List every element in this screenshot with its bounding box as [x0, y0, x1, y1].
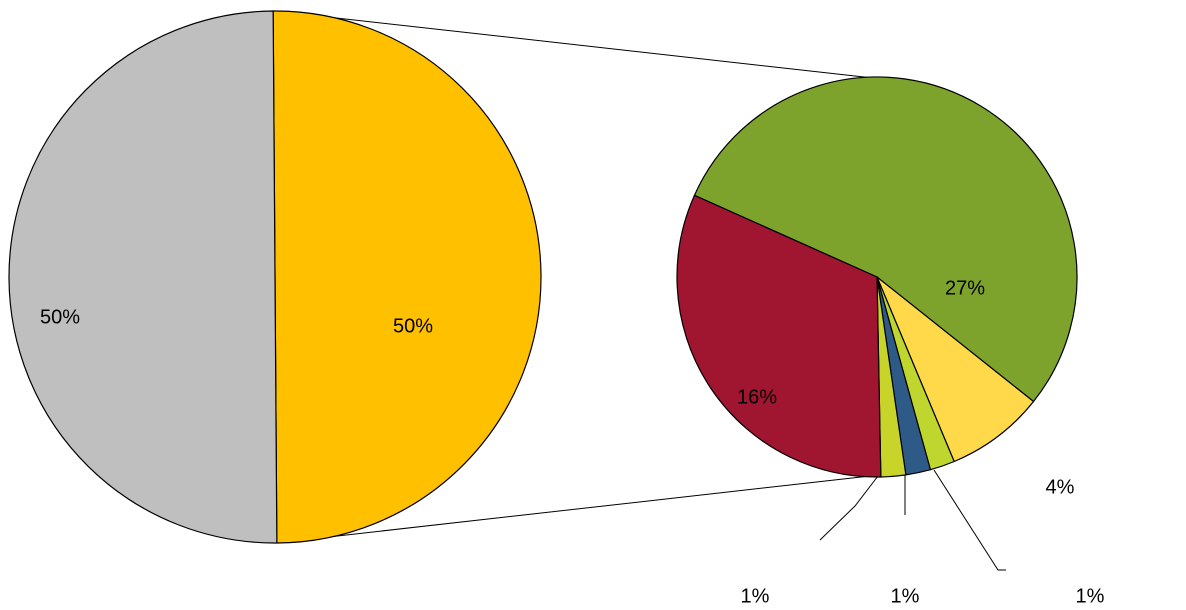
leader-line: [933, 469, 1006, 571]
value-label: 16%: [737, 386, 777, 408]
pie-slice: [8, 10, 278, 544]
pie-slice: [272, 10, 542, 544]
value-label: 1%: [741, 585, 770, 607]
value-label: 1%: [891, 585, 920, 607]
value-label: 4%: [1046, 476, 1075, 498]
pie-slice: [876, 276, 1035, 463]
pie-slice: [693, 76, 1078, 403]
value-label: 50%: [393, 315, 433, 337]
leader-line: [819, 475, 879, 541]
connector-line: [273, 10, 874, 79]
connector-line: [274, 475, 871, 544]
pie-slice: [676, 194, 882, 478]
value-label: 50%: [40, 306, 80, 328]
value-label: 27%: [945, 277, 985, 299]
value-label: 1%: [1076, 585, 1105, 607]
